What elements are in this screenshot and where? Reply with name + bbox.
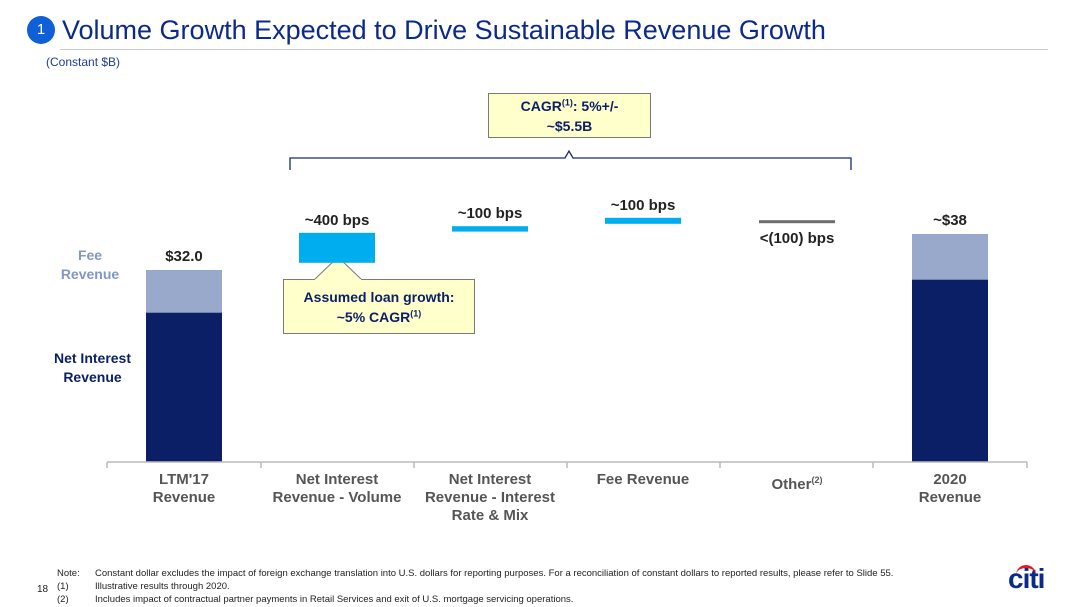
net-interest-revenue-label: Net Interest Revenue [53, 350, 132, 385]
loan-growth-value: ~5% CAGR [336, 309, 411, 325]
fee-revenue-label: Fee Revenue [60, 247, 120, 282]
x-category-line: Revenue - Interest [424, 489, 556, 506]
footnote-row: (1) Illustrative results through 2020. [57, 581, 230, 592]
cagr-bracket [289, 149, 852, 170]
cagr-callout: CAGR(1): 5%+/- ~$5.5B [488, 93, 651, 138]
driver-label: ~100 bps [611, 197, 676, 214]
x-category-line: Fee Revenue [596, 471, 690, 488]
x-category-line: Net Interest [448, 471, 532, 488]
driver-bar [452, 226, 528, 232]
x-category-line: Revenue - Volume [272, 489, 402, 506]
footnotes: Note: Constant dollar excludes the impact… [57, 567, 997, 606]
driver-label: ~400 bps [305, 212, 370, 229]
x-category-label: Net Interest Revenue - Interest Rate & Mix [415, 471, 565, 525]
cagr-amount: ~$5.5B [546, 118, 593, 134]
bar-total-label: $32.0 [165, 248, 203, 265]
page-number: 18 [37, 584, 49, 595]
x-category-line: Revenue [152, 489, 216, 506]
cagr-label: CAGR [520, 98, 562, 114]
driver-bar [605, 217, 681, 224]
driver-label: <(100) bps [760, 230, 835, 247]
driver-label: ~100 bps [458, 205, 523, 222]
x-category-label: 2020 Revenue [875, 471, 1025, 507]
x-category-line: Other(2) [771, 475, 823, 493]
loan-growth-label: Assumed loan growth: [303, 289, 455, 305]
x-category-line: 2020 [933, 471, 967, 488]
logo-arc [1016, 565, 1036, 577]
cagr-footnote: (1) [561, 97, 573, 108]
bar-net-interest-revenue [912, 279, 988, 462]
x-category-label: LTM'17 Revenue [109, 471, 259, 507]
bar-total-label: ~$38 [933, 212, 967, 229]
bar-fee-revenue [912, 234, 988, 280]
slide-title: Volume Growth Expected to Drive Sustaina… [62, 15, 826, 45]
driver-bar [299, 232, 375, 263]
bar-net-interest-revenue [146, 312, 222, 462]
x-category-line: LTM'17 [159, 471, 209, 488]
bar-fee-revenue [146, 270, 222, 313]
loan-growth-footnote: (1) [410, 308, 422, 319]
x-category-line: Rate & Mix [451, 507, 529, 524]
x-category-line: Net Interest [295, 471, 379, 488]
cagr-value: : 5%+/- [572, 98, 619, 114]
driver-bar [759, 220, 835, 224]
section-number-badge: 1 [27, 16, 55, 44]
loan-growth-callout: Assumed loan growth: ~5% CAGR(1) [283, 279, 475, 334]
chart-subtitle: (Constant $B) [46, 55, 121, 69]
x-category-label: Net Interest Revenue - Volume [262, 471, 412, 507]
pointer-join [315, 279, 361, 281]
footnote-row: (2) Includes impact of contractual partne… [57, 594, 574, 605]
footnote-row: Note: Constant dollar excludes the impact… [57, 568, 894, 579]
x-category-label: Fee Revenue [568, 471, 718, 489]
x-category-line: Revenue [918, 489, 982, 506]
title-divider [60, 49, 1048, 50]
x-category-footnote: (2) [811, 475, 823, 485]
x-category-label: Other(2) [722, 471, 872, 494]
citi-logo: citi [1008, 563, 1045, 594]
